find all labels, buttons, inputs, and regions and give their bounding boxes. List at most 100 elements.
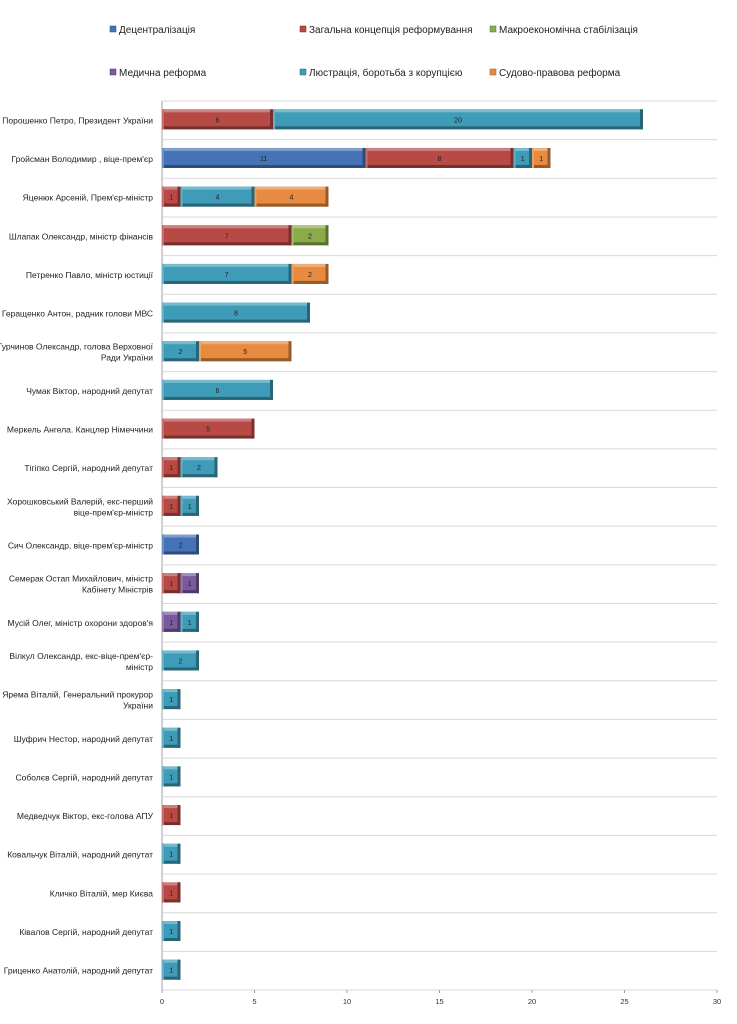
category-label: Мусій Олег, міністр охорони здоров'я — [8, 618, 154, 628]
legend-swatch — [299, 25, 307, 33]
category-label: Шлапак Олександр, міністр фінансів — [9, 231, 154, 241]
bar-value-label: 1 — [188, 504, 192, 511]
bar-value-label: 1 — [169, 774, 173, 781]
bar-segment — [365, 147, 514, 168]
legend-swatch — [489, 68, 497, 76]
category-label: Гриценко Анатолій, народний депутат — [4, 966, 153, 976]
legend-swatch — [489, 25, 497, 33]
bar-segment — [273, 109, 643, 130]
category-label: Хорошковський Валерій, екс-перший віце-пр… — [7, 496, 153, 517]
category-label: Яценюк Арсеній, Прем'єр-міністр — [23, 193, 154, 203]
bar-segment — [162, 534, 199, 555]
bar-value-label: 1 — [188, 620, 192, 627]
x-tick-label: 15 — [435, 997, 443, 1006]
bar-value-label: 1 — [169, 968, 173, 975]
bar-value-label: 2 — [308, 272, 312, 279]
bar-segment — [162, 186, 181, 207]
bar-segment — [254, 186, 329, 207]
bar-value-label: 1 — [169, 697, 173, 704]
bar-segment — [291, 263, 329, 284]
bar-segment — [513, 147, 532, 168]
category-label: Геращенко Антон, радник голови МВС — [2, 309, 153, 319]
category-label: Турчинов Олександр, голова Верховної Ради… — [0, 342, 154, 363]
bar-segment — [162, 457, 181, 478]
bar-segment — [162, 109, 273, 130]
bar-value-label: 7 — [225, 233, 229, 240]
bar-segment — [162, 341, 199, 362]
category-label: Гройсман Володимир , віце-прем'єр — [12, 154, 154, 164]
x-tick-label: 20 — [528, 997, 536, 1006]
legend-swatch — [109, 68, 117, 76]
x-tick-label: 10 — [343, 997, 351, 1006]
bar-segment — [180, 495, 199, 516]
bar-segment — [162, 766, 181, 787]
bar-value-label: 1 — [539, 156, 543, 163]
bar-value-label: 5 — [206, 427, 210, 434]
legend-label: Судово-правова реформа — [499, 67, 621, 79]
bar-value-label: 8 — [234, 311, 238, 318]
category-label: Соболєв Сергій, народний депутат — [16, 772, 154, 782]
bar-segment — [162, 573, 181, 594]
category-label: Семерак Остап Михайлович, міністр Кабінет… — [9, 574, 154, 595]
bar-value-label: 20 — [454, 117, 462, 124]
bar-segment — [162, 882, 181, 903]
x-tick-label: 25 — [620, 997, 628, 1006]
x-tick-label: 0 — [160, 997, 164, 1006]
bar-value-label: 1 — [521, 156, 525, 163]
bar-segment — [180, 186, 255, 207]
bar-segment — [180, 457, 218, 478]
category-label: Ковальчук Віталій, народний депутат — [7, 850, 153, 860]
bar-segment — [199, 341, 292, 362]
bar-segment — [162, 379, 273, 400]
category-label: Кличко Віталій, мер Києва — [50, 888, 154, 898]
bar-value-label: 1 — [169, 852, 173, 859]
category-label: Тігіпко Сергій, народний депутат — [24, 463, 153, 473]
bar-value-label: 1 — [169, 581, 173, 588]
legend-label: Люстрація, боротьба з корупцією — [309, 67, 463, 79]
bar-segment — [162, 805, 181, 826]
bar-value-label: 2 — [179, 349, 183, 356]
bar-value-label: 2 — [179, 543, 183, 550]
bar-value-label: 1 — [169, 890, 173, 897]
legend-label: Децентралізація — [119, 25, 195, 36]
bar-segment — [162, 650, 199, 671]
category-label: Порошенко Петро, Президент України — [2, 115, 153, 125]
category-label: Медведчук Віктор, екс-голова АПУ — [17, 811, 154, 821]
category-label: Ярема Віталій, Генеральний прокурор Украї… — [2, 690, 153, 711]
bar-value-label: 1 — [169, 813, 173, 820]
category-label: Шуфрич Нестор, народний депутат — [14, 734, 153, 744]
bar-value-label: 1 — [169, 620, 173, 627]
bar-segment — [162, 689, 181, 710]
x-tick-label: 30 — [713, 997, 721, 1006]
bar-value-label: 1 — [169, 736, 173, 743]
bar-segment — [162, 495, 181, 516]
x-tick-label: 5 — [252, 997, 256, 1006]
bar-segment — [532, 147, 551, 168]
bar-value-label: 6 — [216, 117, 220, 124]
bar-segment — [291, 225, 329, 246]
legend-swatch — [109, 25, 117, 33]
bar-value-label: 11 — [260, 156, 267, 163]
bar-segment — [162, 225, 292, 246]
bar-value-label: 5 — [243, 349, 247, 356]
bar-value-label: 1 — [169, 465, 173, 472]
bar-value-label: 4 — [290, 195, 294, 202]
legend-label: Загальна концепція реформування — [309, 24, 473, 36]
bar-segment — [162, 959, 181, 980]
bar-value-label: 7 — [225, 272, 229, 279]
category-label: Вілкул Олександр, екс-віце-прем'єр-мініс… — [9, 651, 153, 672]
bar-segment — [162, 843, 181, 864]
bar-segment — [162, 727, 181, 748]
bar-segment — [180, 573, 199, 594]
bar-segment — [162, 147, 366, 168]
bar-value-label: 1 — [169, 195, 173, 202]
category-label: Ківалов Сергій, народний депутат — [19, 927, 153, 937]
bar-value-label: 2 — [179, 658, 183, 665]
bar-value-label: 1 — [169, 504, 173, 511]
legend-label: Медична реформа — [119, 67, 207, 79]
bar-value-label: 1 — [188, 581, 192, 588]
bar-value-label: 1 — [169, 929, 173, 936]
bar-segment — [162, 921, 181, 942]
bar-value-label: 4 — [216, 195, 220, 202]
